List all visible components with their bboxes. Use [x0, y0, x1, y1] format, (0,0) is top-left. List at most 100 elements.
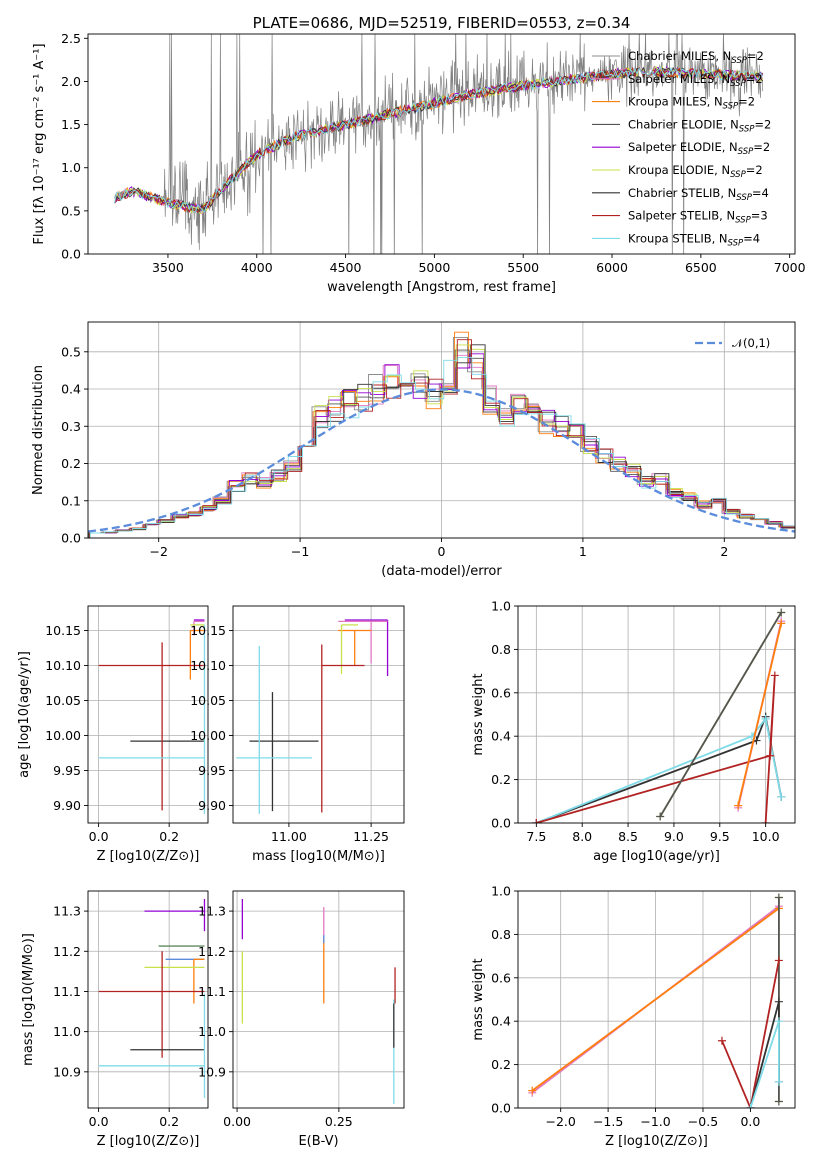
axes-frame — [87, 890, 209, 1109]
plot-area — [241, 899, 396, 1104]
x-tick-label: −1.5 — [593, 1114, 623, 1129]
legend-label: Kroupa ELODIE, NSSP=2 — [628, 163, 763, 180]
plus-marker — [774, 956, 783, 965]
y-tick-label: 10.15 — [190, 623, 226, 638]
weight-line — [659, 612, 782, 817]
x-tick-label: 6500 — [685, 260, 717, 275]
y-tick-label: 10.10 — [190, 658, 226, 673]
x-tick-label: 4500 — [330, 260, 362, 275]
histogram-step — [88, 353, 795, 538]
y-tick-label: 11.2 — [198, 944, 226, 959]
axes-frame — [87, 605, 209, 824]
plus-marker — [761, 819, 770, 823]
plus-marker — [774, 997, 783, 1006]
model-line — [114, 66, 764, 213]
legend-label: Kroupa MILES, NSSP=2 — [628, 95, 755, 112]
y-tick-label: 2.0 — [61, 74, 81, 89]
y-tick-label: 10.00 — [190, 728, 226, 743]
y-tick-label: 0.2 — [491, 1057, 511, 1072]
plus-marker — [717, 1036, 726, 1045]
y-tick-label: 0.4 — [61, 382, 81, 397]
y-tick-label: 11.0 — [53, 1024, 81, 1039]
x-tick-label: 5500 — [507, 260, 539, 275]
x-tick-label: 9.5 — [710, 829, 730, 844]
plus-marker — [746, 1104, 755, 1108]
y-tick-label: 11.2 — [53, 944, 81, 959]
weight-line — [535, 716, 783, 823]
plus-marker — [770, 671, 779, 680]
weight-line — [535, 713, 783, 823]
y-tick-label: 10.05 — [190, 693, 226, 708]
x-tick-label: 0.0 — [740, 1114, 760, 1129]
gaussian-curve — [88, 388, 795, 533]
y-tick-label: 9.95 — [198, 763, 226, 778]
x-axis-label: wavelength [Angstrom, rest frame] — [327, 280, 556, 295]
panel-mass-vs-Z: 0.0 0.2 10.9 11.0 11.1 11.2 11.3 Z [log10(Z/Z⊙)… — [21, 890, 209, 1149]
y-tick-label: 9.95 — [53, 763, 81, 778]
x-tick-label: 0.0 — [89, 1114, 109, 1129]
x-tick-label: 8.5 — [618, 829, 638, 844]
y-axis-label: mass [log10(M/M⊙)] — [21, 933, 36, 1066]
axes-frame — [232, 890, 405, 1109]
panel-weight-vs-age: 7.5 8.0 8.5 9.0 9.5 10.0 0.0 0.2 0.4 0.6 0.8 1.0 age… — [471, 599, 796, 864]
plus-marker — [761, 714, 770, 723]
y-tick-label: 0.0 — [491, 816, 511, 831]
plot-area — [532, 608, 786, 823]
y-tick-label: 10.9 — [53, 1064, 81, 1079]
x-tick-label: 3500 — [152, 260, 184, 275]
plus-marker — [777, 608, 786, 617]
y-axis-label: mass weight — [471, 958, 486, 1040]
y-tick-label: 0.4 — [491, 729, 511, 744]
y-tick-label: 1.0 — [491, 884, 511, 899]
x-tick-label: −0.5 — [688, 1114, 718, 1129]
y-tick-label: 0.3 — [61, 419, 81, 434]
y-axis-label: Flux [fλ 10⁻¹⁷ erg cm⁻² s⁻¹ A⁻¹] — [32, 43, 47, 244]
panel-mass-vs-EBV: 0.00 0.25 10.9 11.0 11.1 11.2 11.3 E(B-V) — [198, 890, 405, 1149]
x-axis-label: Z [log10(Z/Z⊙)] — [97, 849, 200, 864]
y-tick-label: 0.2 — [491, 772, 511, 787]
histogram-step — [88, 344, 795, 538]
x-tick-label: 9.0 — [664, 829, 684, 844]
y-axis-label: age [log10(age/yr)] — [17, 651, 32, 778]
legend-label: Salpeter MILES, NSSP=2 — [628, 72, 763, 89]
y-tick-label: 10.15 — [45, 623, 81, 638]
axes-frame — [87, 321, 796, 539]
y-tick-label: 11.1 — [198, 984, 226, 999]
x-tick-label: 0.0 — [89, 829, 109, 844]
plus-marker — [532, 819, 541, 823]
weight-line — [536, 675, 776, 823]
y-tick-label: 0.0 — [61, 247, 81, 262]
plus-marker — [528, 1086, 537, 1095]
plus-marker — [656, 812, 665, 821]
histogram-step — [88, 349, 795, 534]
x-tick-label: 10.0 — [752, 829, 780, 844]
weight-line — [721, 960, 780, 1108]
y-tick-label: 0.8 — [491, 927, 511, 942]
x-tick-label: −1.0 — [640, 1114, 670, 1129]
panel-spectrum: 3500 4000 4500 5000 5500 6000 6500 7000 0.0 0.5 1.… — [32, 14, 806, 295]
x-tick-label: 11.25 — [353, 829, 389, 844]
plot-area — [98, 899, 206, 1098]
x-axis-label: age [log10(age/yr)] — [593, 849, 720, 864]
plot-area — [98, 619, 206, 814]
y-tick-label: 11.3 — [198, 904, 226, 919]
weight-line — [531, 907, 780, 1092]
x-tick-label: 7000 — [774, 260, 806, 275]
x-axis-label: Z [log10(Z/Z⊙)] — [605, 1134, 708, 1149]
y-tick-label: 0.6 — [491, 685, 511, 700]
y-tick-label: 1.5 — [61, 117, 81, 132]
legend-label: Salpeter STELIB, NSSP=3 — [628, 209, 768, 226]
legend-label: Salpeter ELODIE, NSSP=2 — [628, 140, 770, 157]
x-tick-label: −1 — [291, 544, 309, 559]
chart-title: PLATE=0686, MJD=52519, FIBERID=0553, z=0… — [253, 14, 631, 32]
data-spectrum-line — [114, 34, 764, 254]
y-tick-label: 10.9 — [198, 1064, 226, 1079]
plot-area — [528, 893, 783, 1108]
legend-label: 𝒩(0,1) — [732, 336, 770, 350]
x-tick-label: 0.2 — [159, 829, 179, 844]
y-tick-label: 0.0 — [491, 1101, 511, 1116]
y-tick-label: 1.0 — [491, 599, 511, 614]
weight-line — [749, 1001, 780, 1108]
x-tick-label: −2.0 — [546, 1114, 576, 1129]
